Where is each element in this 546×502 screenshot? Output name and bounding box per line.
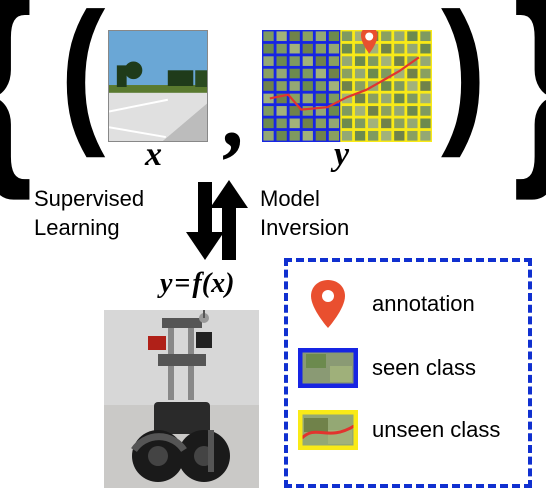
equation-arg: x bbox=[211, 268, 225, 299]
paren-right: ) bbox=[441, 0, 486, 161]
legend-label-seen: seen class bbox=[372, 355, 476, 381]
legend-label-annotation: annotation bbox=[372, 291, 475, 317]
x-image-thumb bbox=[108, 30, 208, 142]
var-y: y bbox=[334, 136, 349, 174]
brace-left: { bbox=[0, 0, 33, 205]
label-supervised-line1: Supervised bbox=[34, 185, 144, 214]
equation-eq: = bbox=[172, 268, 192, 299]
var-x: x bbox=[145, 136, 162, 174]
label-supervised-line2: Learning bbox=[34, 214, 144, 243]
equation: y=f(x) bbox=[160, 268, 234, 300]
legend-label-unseen: unseen class bbox=[372, 417, 500, 443]
equation-lhs: y bbox=[160, 268, 172, 299]
legend-row-unseen: unseen class bbox=[298, 410, 518, 450]
pin-icon bbox=[298, 282, 358, 326]
label-supervised-learning: Supervised Learning bbox=[34, 185, 144, 242]
robot-image bbox=[104, 310, 259, 488]
brace-right: } bbox=[513, 0, 546, 205]
legend-row-seen: seen class bbox=[298, 348, 518, 388]
label-model-inversion: Model Inversion bbox=[260, 185, 349, 242]
label-model-line1: Model bbox=[260, 185, 349, 214]
label-model-line2: Inversion bbox=[260, 214, 349, 243]
paren-left: ( bbox=[60, 0, 105, 161]
arrow-pair bbox=[176, 178, 256, 263]
legend-row-annotation: annotation bbox=[298, 282, 518, 326]
y-grid-map bbox=[262, 30, 432, 142]
equation-fn: f bbox=[192, 268, 201, 299]
equation-open: ( bbox=[202, 268, 211, 299]
pair-comma: , bbox=[225, 65, 248, 168]
diagram-stage: { ( , ) } x y Supervised Learning bbox=[0, 0, 546, 502]
seen-swatch-icon bbox=[298, 348, 358, 388]
legend-box: annotation seen class bbox=[284, 258, 532, 488]
unseen-swatch-icon bbox=[298, 410, 358, 450]
equation-close: ) bbox=[225, 268, 234, 299]
